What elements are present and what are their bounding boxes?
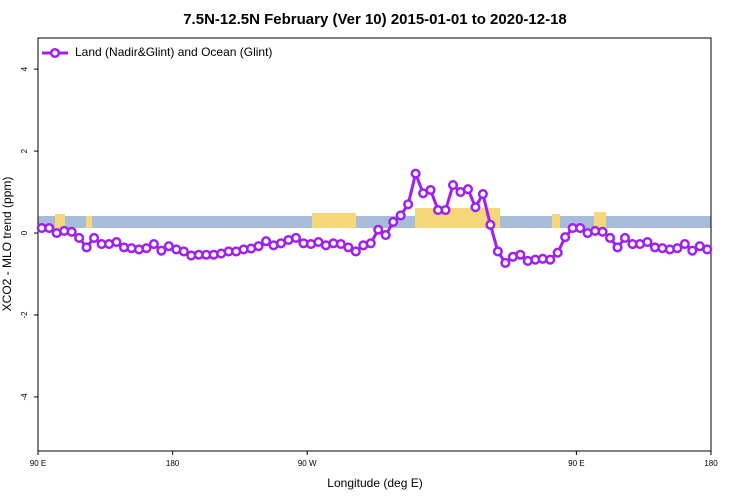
data-point (575, 223, 586, 234)
data-point (156, 245, 167, 256)
data-point (395, 210, 406, 221)
data-point (642, 236, 653, 248)
data-point (440, 205, 451, 216)
data-point (425, 184, 436, 196)
y-axis-title: XCO2 - MLO trend (ppm) (0, 177, 14, 312)
y-tick-label: -4 (20, 393, 29, 401)
data-point (365, 238, 376, 249)
y-tick-label: 0 (20, 230, 29, 235)
data-point (515, 249, 526, 260)
data-point (605, 232, 616, 243)
y-tick-label: 4 (20, 66, 29, 71)
x-tick-label: 90 W (298, 459, 317, 468)
data-point (447, 180, 459, 191)
data-point (373, 224, 384, 235)
x-tick-label: 90 E (568, 459, 584, 468)
legend-label: Land (Nadir&Glint) and Ocean (Glint) (75, 45, 272, 59)
data-point (470, 202, 481, 213)
data-point (403, 199, 414, 210)
legend-marker (49, 47, 61, 59)
data-point (343, 242, 354, 253)
data-point (702, 244, 713, 255)
x-axis-title: Longitude (deg E) (327, 476, 422, 490)
y-tick-label: 2 (20, 148, 29, 153)
data-point (597, 226, 608, 237)
data-point (388, 216, 399, 228)
data-point (178, 246, 189, 257)
surface-band (38, 208, 711, 228)
data-point (148, 239, 159, 250)
data-point (66, 226, 77, 237)
chart-title: 7.5N-12.5N February (Ver 10) 2015-01-01 … (183, 11, 567, 28)
x-tick-label: 90 E (30, 459, 46, 468)
data-point (462, 184, 474, 195)
data-point (44, 223, 55, 234)
y-tick-label: -2 (20, 311, 29, 319)
data-point (74, 232, 85, 243)
data-point (350, 246, 361, 257)
x-tick-label: 180 (166, 459, 180, 468)
data-point (485, 219, 496, 230)
plot-frame (37, 37, 712, 452)
data-point (89, 232, 100, 243)
data-point (619, 232, 631, 243)
data-point (290, 232, 302, 243)
data-point (545, 254, 556, 265)
data-point (380, 230, 391, 241)
data-point (253, 241, 264, 252)
data-point (687, 245, 698, 256)
data-point (679, 239, 690, 250)
data-point (111, 236, 122, 248)
data-point (672, 243, 683, 254)
data-point (477, 189, 488, 200)
data-point (492, 246, 503, 257)
data-point (81, 242, 92, 253)
data-point (552, 247, 563, 258)
data-point (560, 232, 571, 243)
data-point (410, 168, 421, 179)
data-point (261, 236, 272, 247)
x-tick-label: 180 (704, 459, 718, 468)
data-point (500, 257, 511, 268)
data-point (141, 243, 152, 254)
data-point (612, 242, 623, 253)
